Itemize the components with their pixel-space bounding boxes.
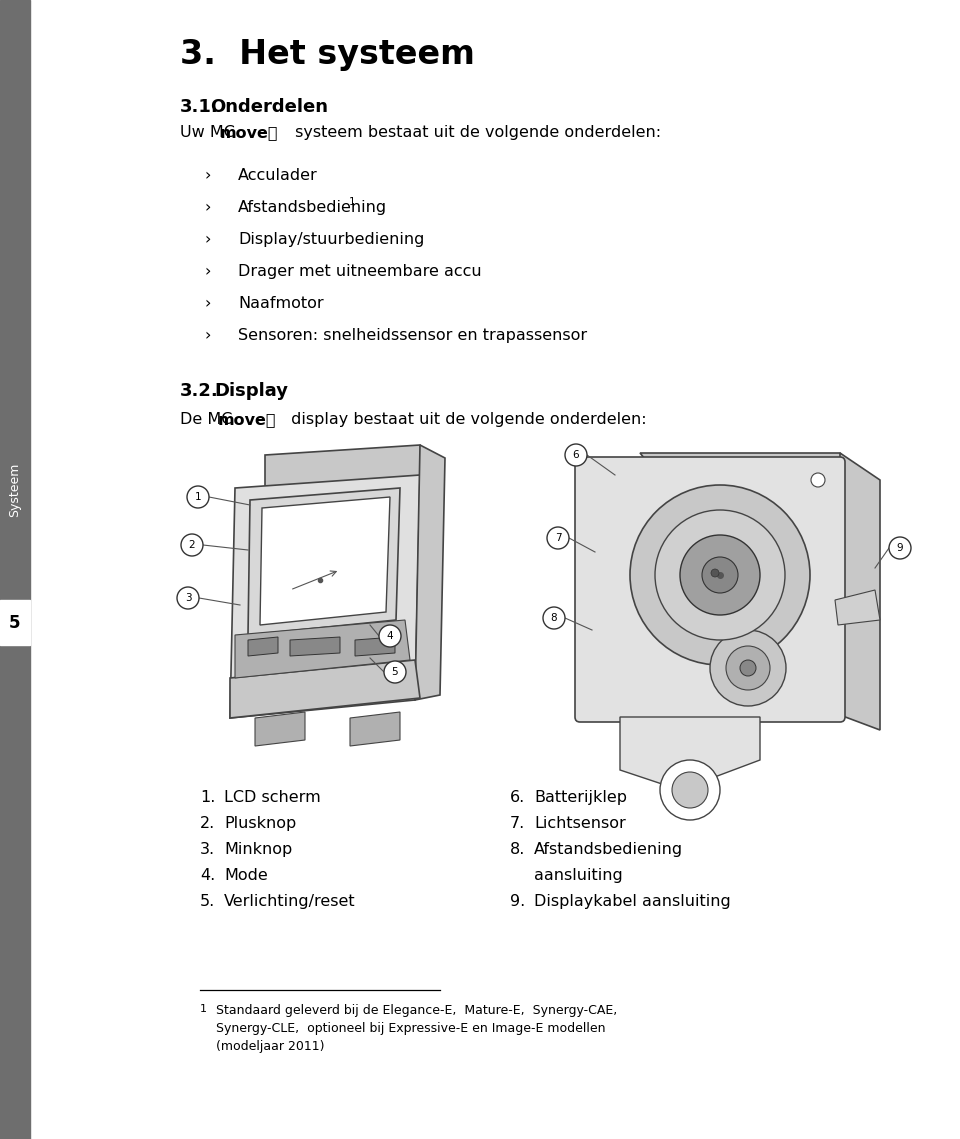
Circle shape (672, 772, 708, 808)
Polygon shape (355, 637, 395, 656)
Text: Sensoren: snelheidssensor en trapassensor: Sensoren: snelheidssensor en trapassenso… (238, 328, 588, 343)
Text: 5: 5 (392, 667, 398, 677)
Text: Uw MC: Uw MC (180, 125, 240, 140)
Text: ›: › (205, 328, 211, 343)
Text: move⒪: move⒪ (218, 412, 276, 427)
Text: 3.: 3. (200, 842, 215, 857)
Text: LCD scherm: LCD scherm (224, 790, 321, 805)
Text: ›: › (205, 232, 211, 247)
Polygon shape (230, 659, 420, 718)
Polygon shape (255, 712, 305, 746)
Bar (0, 600, 30, 645)
Text: 5.: 5. (200, 894, 215, 909)
Text: 3.  Het systeem: 3. Het systeem (180, 38, 475, 71)
Text: 3.2.: 3.2. (180, 382, 219, 400)
FancyBboxPatch shape (575, 457, 845, 722)
Text: Display/stuurbediening: Display/stuurbediening (238, 232, 424, 247)
Text: 2: 2 (189, 540, 195, 550)
Circle shape (680, 535, 760, 615)
Polygon shape (235, 620, 410, 678)
Text: ›: › (205, 200, 211, 215)
Circle shape (187, 486, 209, 508)
Text: Mode: Mode (224, 868, 268, 883)
Circle shape (660, 760, 720, 820)
Polygon shape (265, 445, 430, 487)
Text: 1.: 1. (200, 790, 215, 805)
Text: Verlichting/reset: Verlichting/reset (224, 894, 355, 909)
Text: systeem bestaat uit de volgende onderdelen:: systeem bestaat uit de volgende onderdel… (290, 125, 661, 140)
Text: 8: 8 (551, 613, 558, 623)
Circle shape (711, 570, 719, 577)
Text: aansluiting: aansluiting (534, 868, 623, 883)
Text: ›: › (205, 167, 211, 183)
Text: ›: › (205, 264, 211, 279)
Text: 4.: 4. (200, 868, 215, 883)
Text: Minknop: Minknop (224, 842, 292, 857)
Circle shape (889, 536, 911, 559)
Polygon shape (350, 712, 400, 746)
Text: 3: 3 (184, 593, 191, 603)
Text: Display: Display (214, 382, 288, 400)
Text: De MC: De MC (180, 412, 237, 427)
Bar (0, 0, 30, 1139)
Polygon shape (230, 475, 420, 718)
Text: 8.: 8. (510, 842, 525, 857)
Text: Lichtsensor: Lichtsensor (534, 816, 626, 831)
Polygon shape (835, 590, 880, 625)
Text: 3.1.: 3.1. (180, 98, 219, 116)
Text: 1: 1 (200, 1003, 207, 1014)
Text: 5: 5 (10, 614, 21, 631)
Circle shape (543, 607, 565, 629)
Text: 1: 1 (348, 197, 355, 207)
Circle shape (811, 473, 825, 487)
Text: 4: 4 (387, 631, 394, 641)
Text: 7: 7 (555, 533, 562, 543)
Text: Displaykabel aansluiting: Displaykabel aansluiting (534, 894, 731, 909)
Text: 9: 9 (897, 543, 903, 554)
Text: Drager met uitneembare accu: Drager met uitneembare accu (238, 264, 482, 279)
Text: 7.: 7. (510, 816, 525, 831)
Polygon shape (620, 716, 760, 790)
Polygon shape (260, 497, 390, 625)
Polygon shape (415, 445, 445, 700)
Text: Naafmotor: Naafmotor (238, 296, 324, 311)
Polygon shape (248, 487, 400, 636)
Circle shape (379, 625, 401, 647)
Text: Systeem: Systeem (9, 462, 21, 517)
Text: Synergy-CLE,  optioneel bij Expressive-E en Image-E modellen: Synergy-CLE, optioneel bij Expressive-E … (216, 1022, 606, 1035)
Polygon shape (840, 453, 880, 730)
Text: 9.: 9. (510, 894, 525, 909)
Circle shape (177, 587, 199, 609)
Polygon shape (248, 637, 278, 656)
Circle shape (655, 510, 785, 640)
Text: Onderdelen: Onderdelen (210, 98, 328, 116)
Text: ›: › (205, 296, 211, 311)
Circle shape (726, 646, 770, 690)
Polygon shape (640, 453, 850, 465)
Circle shape (565, 444, 587, 466)
Text: 6.: 6. (510, 790, 525, 805)
Text: Afstandsbediening: Afstandsbediening (534, 842, 684, 857)
Text: 6: 6 (573, 450, 579, 460)
Polygon shape (290, 637, 340, 656)
Circle shape (547, 527, 569, 549)
Text: 1: 1 (195, 492, 202, 502)
Circle shape (702, 557, 738, 593)
Text: move⒪: move⒪ (220, 125, 278, 140)
Text: Afstandsbediening: Afstandsbediening (238, 200, 387, 215)
Circle shape (740, 659, 756, 677)
Circle shape (710, 630, 786, 706)
Text: Batterijklep: Batterijklep (534, 790, 627, 805)
Circle shape (630, 485, 810, 665)
Text: Acculader: Acculader (238, 167, 318, 183)
Text: (modeljaar 2011): (modeljaar 2011) (216, 1040, 324, 1052)
Circle shape (384, 661, 406, 683)
Text: display bestaat uit de volgende onderdelen:: display bestaat uit de volgende onderdel… (286, 412, 647, 427)
Circle shape (181, 534, 203, 556)
Text: 2.: 2. (200, 816, 215, 831)
Text: Standaard geleverd bij de Elegance-E,  Mature-E,  Synergy-CAE,: Standaard geleverd bij de Elegance-E, Ma… (216, 1003, 617, 1017)
FancyBboxPatch shape (635, 459, 843, 720)
Text: Plusknop: Plusknop (224, 816, 297, 831)
